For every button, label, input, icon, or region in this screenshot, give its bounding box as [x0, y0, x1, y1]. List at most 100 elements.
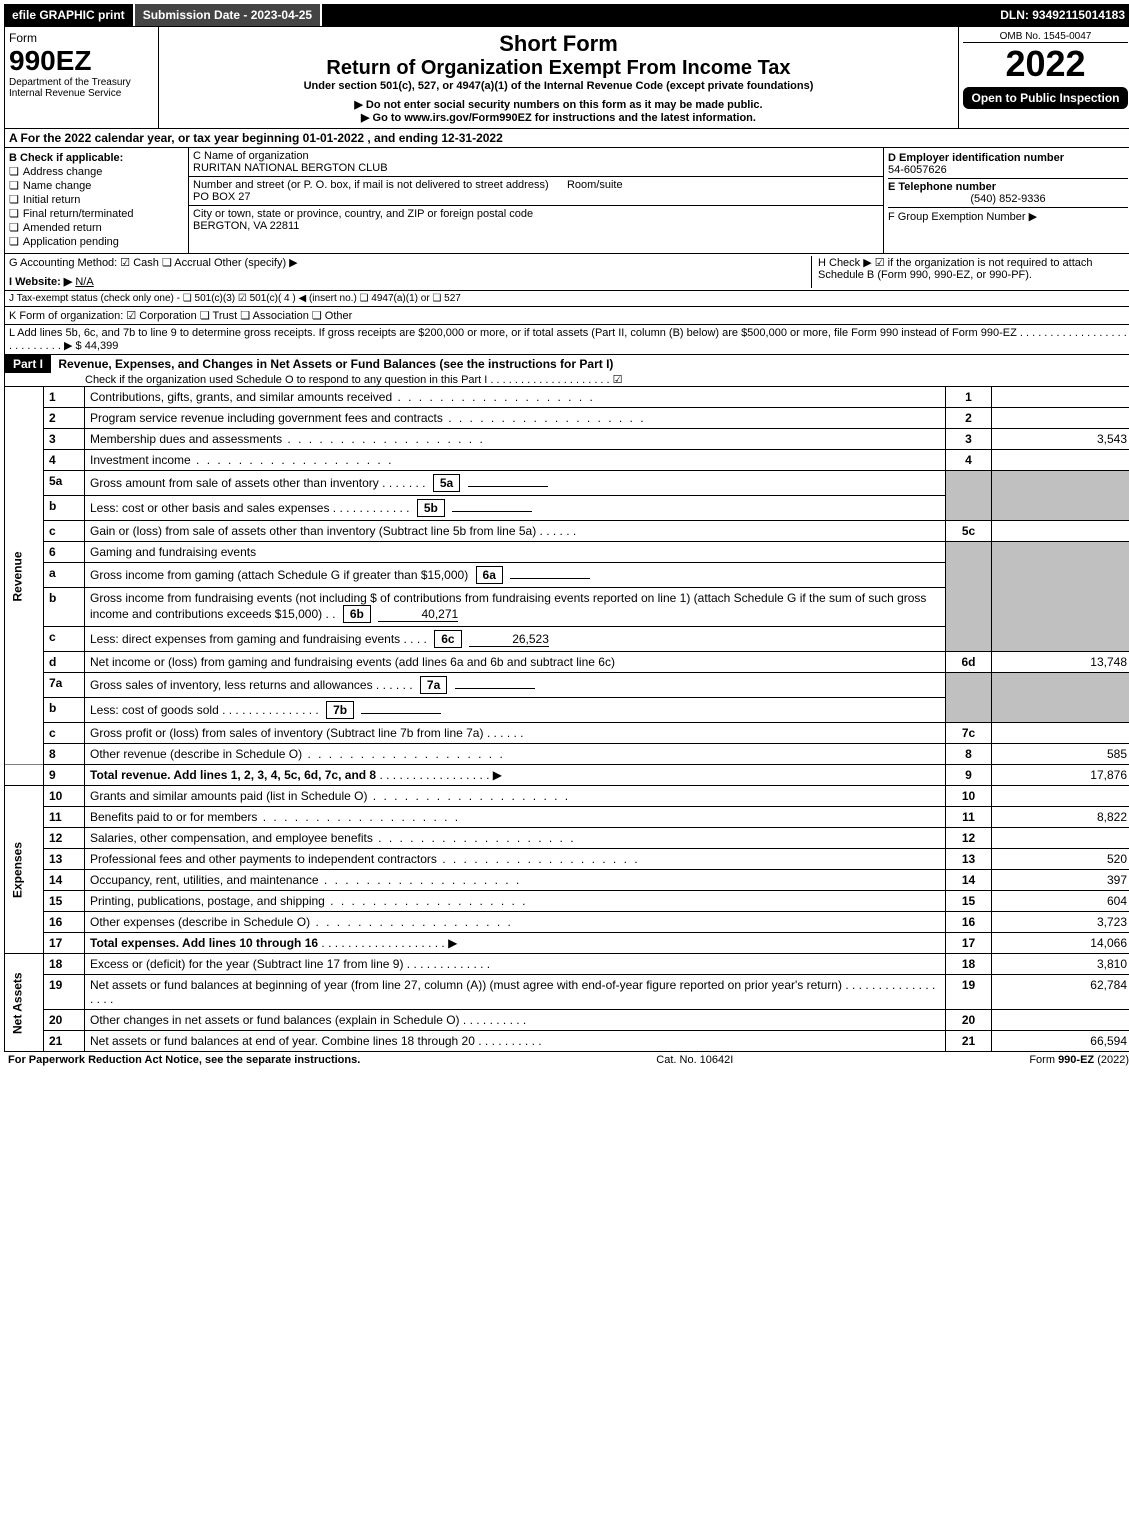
box-10: 10	[946, 786, 992, 807]
header-right: OMB No. 1545-0047 2022 Open to Public In…	[959, 27, 1129, 128]
desc-8: Other revenue (describe in Schedule O)	[85, 744, 946, 765]
num-6c: c	[44, 627, 85, 652]
num-9: 9	[44, 765, 85, 786]
subbox-6b: 6b	[343, 605, 371, 623]
num-17: 17	[44, 933, 85, 954]
num-21: 21	[44, 1031, 85, 1052]
num-6a: a	[44, 563, 85, 588]
row-8: 8 Other revenue (describe in Schedule O)…	[5, 744, 1129, 765]
go-to-link[interactable]: ▶ Go to www.irs.gov/Form990EZ for instru…	[163, 111, 954, 124]
header-center: Short Form Return of Organization Exempt…	[159, 27, 959, 128]
row-15: 15 Printing, publications, postage, and …	[5, 891, 1129, 912]
row-7c: c Gross profit or (loss) from sales of i…	[5, 723, 1129, 744]
org-name-label: C Name of organization	[193, 150, 309, 162]
line-gh: G Accounting Method: ☑ Cash ❏ Accrual Ot…	[4, 254, 1129, 291]
org-name: RURITAN NATIONAL BERGTON CLUB	[193, 162, 388, 174]
desc-10: Grants and similar amounts paid (list in…	[85, 786, 946, 807]
desc-18: Excess or (deficit) for the year (Subtra…	[85, 954, 946, 975]
check-application-pending[interactable]: Application pending	[9, 235, 184, 248]
box-19: 19	[946, 975, 992, 1010]
subamt-6a	[510, 578, 590, 579]
revenue-side-label: Revenue	[5, 387, 44, 765]
amt-9: 17,876	[992, 765, 1129, 786]
row-5a: 5a Gross amount from sale of assets othe…	[5, 471, 1129, 496]
efile-label[interactable]: efile GRAPHIC print	[4, 4, 135, 26]
desc-17: Total expenses. Add lines 10 through 16 …	[85, 933, 946, 954]
omb-number: OMB No. 1545-0047	[963, 31, 1128, 43]
part1-header-row: Part I Revenue, Expenses, and Changes in…	[4, 355, 1129, 387]
amt-2	[992, 408, 1129, 429]
line-g: G Accounting Method: ☑ Cash ❏ Accrual Ot…	[9, 256, 811, 269]
under-section: Under section 501(c), 527, or 4947(a)(1)…	[163, 80, 954, 92]
box-21: 21	[946, 1031, 992, 1052]
ein-value: 54-6057626	[888, 164, 1128, 176]
num-7a: 7a	[44, 673, 85, 698]
amt-6d: 13,748	[992, 652, 1129, 673]
box-16: 16	[946, 912, 992, 933]
org-name-block: C Name of organization RURITAN NATIONAL …	[189, 148, 883, 177]
line-l: L Add lines 5b, 6c, and 7b to line 9 to …	[4, 325, 1129, 355]
footer-mid: Cat. No. 10642I	[656, 1054, 733, 1066]
desc-6b: Gross income from fundraising events (no…	[85, 588, 946, 627]
num-6: 6	[44, 542, 85, 563]
box-14: 14	[946, 870, 992, 891]
desc-2: Program service revenue including govern…	[85, 408, 946, 429]
desc-7c: Gross profit or (loss) from sales of inv…	[85, 723, 946, 744]
subamt-6c: 26,523	[469, 632, 549, 647]
dln-label: DLN: 93492115014183	[992, 4, 1129, 26]
num-16: 16	[44, 912, 85, 933]
num-5a: 5a	[44, 471, 85, 496]
line-h: H Check ▶ ☑ if the organization is not r…	[811, 256, 1128, 288]
phone-value: (540) 852-9336	[888, 193, 1128, 205]
amt-13: 520	[992, 849, 1129, 870]
irs-label: Internal Revenue Service	[9, 88, 154, 99]
city-label: City or town, state or province, country…	[193, 208, 533, 220]
shade-amt-5ab	[992, 471, 1129, 521]
row-20: 20 Other changes in net assets or fund b…	[5, 1010, 1129, 1031]
num-10: 10	[44, 786, 85, 807]
expenses-side-label: Expenses	[5, 786, 44, 954]
shade-6	[946, 542, 992, 652]
subbox-6c: 6c	[434, 630, 461, 648]
amt-21: 66,594	[992, 1031, 1129, 1052]
check-address-change[interactable]: Address change	[9, 165, 184, 178]
num-5b: b	[44, 496, 85, 521]
desc-5c: Gain or (loss) from sale of assets other…	[85, 521, 946, 542]
open-to-public: Open to Public Inspection	[963, 87, 1128, 109]
amt-3: 3,543	[992, 429, 1129, 450]
subamt-5b	[452, 511, 532, 512]
line-i-label: I Website: ▶	[9, 276, 72, 288]
footer-right: Form 990-EZ (2022)	[1029, 1054, 1129, 1066]
desc-4: Investment income	[85, 450, 946, 471]
amt-8: 585	[992, 744, 1129, 765]
desc-19: Net assets or fund balances at beginning…	[85, 975, 946, 1010]
num-3: 3	[44, 429, 85, 450]
amt-17: 14,066	[992, 933, 1129, 954]
desc-16: Other expenses (describe in Schedule O)	[85, 912, 946, 933]
row-18: Net Assets 18 Excess or (deficit) for th…	[5, 954, 1129, 975]
subbox-5b: 5b	[417, 499, 445, 517]
num-13: 13	[44, 849, 85, 870]
row-11: 11 Benefits paid to or for members 11 8,…	[5, 807, 1129, 828]
check-name-change[interactable]: Name change	[9, 179, 184, 192]
desc-6d: Net income or (loss) from gaming and fun…	[85, 652, 946, 673]
group-exemption: F Group Exemption Number ▶	[888, 207, 1128, 223]
amt-7c	[992, 723, 1129, 744]
desc-12: Salaries, other compensation, and employ…	[85, 828, 946, 849]
row-6: 6 Gaming and fundraising events	[5, 542, 1129, 563]
row-6d: d Net income or (loss) from gaming and f…	[5, 652, 1129, 673]
submission-date: Submission Date - 2023-04-25	[135, 4, 322, 26]
amt-20	[992, 1010, 1129, 1031]
row-16: 16 Other expenses (describe in Schedule …	[5, 912, 1129, 933]
num-6d: d	[44, 652, 85, 673]
desc-13: Professional fees and other payments to …	[85, 849, 946, 870]
check-initial-return[interactable]: Initial return	[9, 193, 184, 206]
row-5c: c Gain or (loss) from sale of assets oth…	[5, 521, 1129, 542]
row-1: Revenue 1 Contributions, gifts, grants, …	[5, 387, 1129, 408]
subbox-7a: 7a	[420, 676, 447, 694]
check-final-return[interactable]: Final return/terminated	[9, 207, 184, 220]
check-amended-return[interactable]: Amended return	[9, 221, 184, 234]
row-13: 13 Professional fees and other payments …	[5, 849, 1129, 870]
row-17: 17 Total expenses. Add lines 10 through …	[5, 933, 1129, 954]
num-7b: b	[44, 698, 85, 723]
